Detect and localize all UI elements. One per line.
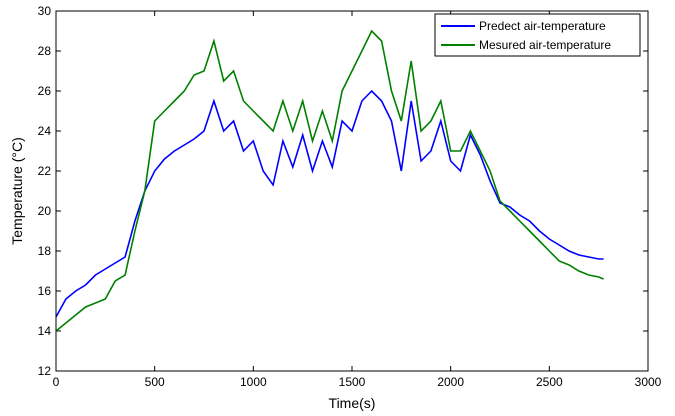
y-tick-label: 16 [38, 284, 52, 298]
x-tick-label: 3000 [635, 375, 662, 389]
legend-label: Predect air-temperature [479, 19, 606, 33]
y-tick-label: 20 [38, 204, 52, 218]
x-tick-label: 2000 [437, 375, 464, 389]
y-tick-label: 30 [38, 4, 52, 18]
x-tick-label: 0 [53, 375, 60, 389]
plot-frame [55, 10, 649, 372]
y-tick-label: 28 [38, 44, 52, 58]
y-tick-label: 12 [38, 364, 52, 378]
legend-label: Mesured air-temperature [479, 38, 611, 52]
x-tick-label: 500 [145, 375, 165, 389]
y-tick-label: 26 [38, 84, 52, 98]
y-tick-label: 24 [38, 124, 52, 138]
data-line [55, 89, 604, 318]
x-tick-label: 2500 [536, 375, 563, 389]
y-tick-label: 22 [38, 164, 52, 178]
x-axis-label: Time(s) [329, 395, 376, 411]
y-axis-label: Temperature (°C) [9, 137, 25, 245]
y-tick-label: 14 [38, 324, 52, 338]
legend-box [434, 13, 641, 57]
data-line [55, 29, 604, 332]
x-tick-label: 1500 [339, 375, 366, 389]
y-tick-label: 18 [38, 244, 52, 258]
x-tick-label: 1000 [240, 375, 267, 389]
